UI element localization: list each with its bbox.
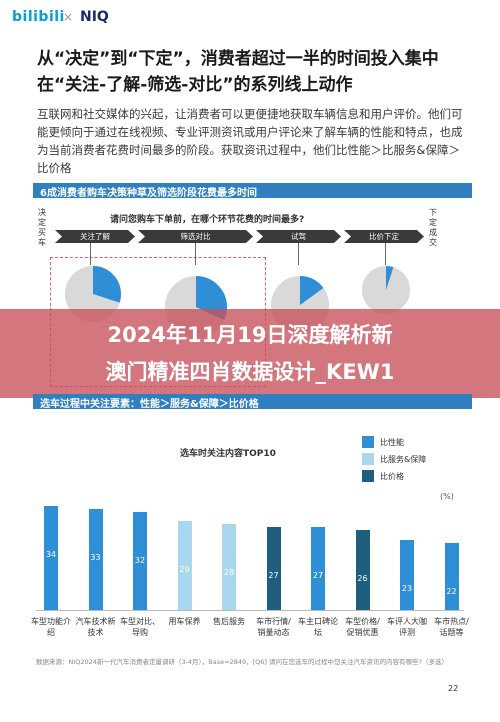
- legend-label-price: 比价格: [380, 472, 404, 481]
- x-tick-label-1: 汽车技术新技术: [75, 617, 116, 637]
- stage-1: 关注了解: [55, 230, 135, 243]
- bar-1: [88, 509, 103, 610]
- bilibili-logo: bilibili: [12, 9, 65, 25]
- stage-3: 试驾: [256, 230, 341, 243]
- pie-stage-4: [361, 265, 411, 315]
- bar-value-9: 22: [446, 586, 457, 596]
- bar-value-0: 34: [45, 549, 57, 559]
- bar-8: [400, 539, 414, 610]
- logo-separator: ×: [63, 10, 74, 24]
- bar-value-8: 23: [401, 583, 413, 593]
- bar-7: [355, 530, 370, 610]
- connector-line: [90, 243, 91, 265]
- stage-2: 筛选对比: [138, 230, 253, 243]
- bar-value-6: 27: [312, 571, 324, 581]
- legend-label-performance: 比性能: [380, 438, 404, 447]
- legend-swatch-price: [362, 470, 374, 482]
- bar-6: [311, 527, 325, 610]
- section-1-bar: [33, 183, 472, 198]
- banner-text: 2024年11月19日深度解析新 澳门精准四肖数据设计_KEW1: [0, 317, 500, 391]
- page-number: 22: [448, 684, 459, 693]
- chart-unit: (%): [440, 492, 454, 501]
- overlay-banner: [0, 309, 500, 398]
- x-tick-label-3: 用车保养: [168, 617, 201, 626]
- intro-paragraph: 互联网和社交媒体的兴起，让消费者可以更便捷地获取车辆信息和用户评价。他们可能更倾…: [37, 107, 463, 175]
- bar-value-1: 33: [90, 553, 101, 563]
- banner-line-2: 澳门精准四肖数据设计_KEW1: [105, 360, 395, 384]
- survey-question: 请问您购车下单前，在哪个环节花费的时间最多?: [110, 215, 305, 225]
- legend-swatch-service: [362, 453, 374, 465]
- side-label-right: 下定成交: [429, 208, 437, 247]
- legend-swatch-performance: [362, 436, 374, 448]
- page-title: 从“决定”到“下定”，消费者超过一半的时间投入集中在“关注-了解-筛选-对比”的…: [37, 49, 439, 95]
- banner-line-1: 2024年11月19日深度解析新: [107, 323, 393, 347]
- x-axis-line: [36, 610, 464, 611]
- bar-9: [444, 542, 459, 610]
- bar-5: [266, 527, 281, 610]
- connector-line: [385, 243, 386, 265]
- bar-value-2: 32: [134, 556, 146, 566]
- chart-title: 选车时关注内容TOP10: [180, 449, 276, 459]
- bar-0: [44, 505, 58, 610]
- x-tick-label-2: 车型对比、导购: [120, 617, 160, 637]
- x-tick-label-0: 车型功能介绍: [31, 617, 71, 637]
- connector-line: [195, 243, 196, 265]
- x-tick-label-7: 车型价格/促销优惠: [345, 617, 380, 637]
- bar-value-3: 29: [179, 565, 190, 575]
- bar-value-5: 27: [268, 571, 279, 581]
- footnote: 数据来源：NIQ2024新一代汽车消费者定量调研（3-4月），Base=2849…: [36, 658, 448, 666]
- side-label-left: 决定买车: [38, 208, 46, 247]
- bar-value-4: 28: [223, 568, 235, 578]
- bar-2: [133, 512, 147, 610]
- x-tick-label-5: 车市行情/销量动态: [256, 617, 291, 637]
- legend-label-service: 比服务&保障: [380, 455, 427, 464]
- bar-3: [177, 521, 192, 610]
- bar-4: [222, 524, 236, 610]
- x-tick-label-4: 售后服务: [213, 617, 245, 626]
- niq-logo: NIQ: [80, 9, 109, 25]
- section-1-heading: 6成消费者购车决策种草及筛选阶段花费最多时间: [40, 188, 257, 199]
- x-tick-label-9: 车市热点/话题等: [434, 617, 469, 637]
- x-tick-label-8: 车评人大咖评测: [387, 617, 427, 637]
- section-2-heading: 选车过程中关注要素：性能＞服务&保障＞比价格: [40, 399, 259, 410]
- section-2-bar: [33, 394, 472, 409]
- stage-4: 比价下定: [344, 230, 424, 243]
- bar-value-7: 26: [357, 574, 368, 584]
- connector-line: [298, 243, 299, 265]
- x-tick-label-6: 车主口碑论坛: [298, 617, 338, 637]
